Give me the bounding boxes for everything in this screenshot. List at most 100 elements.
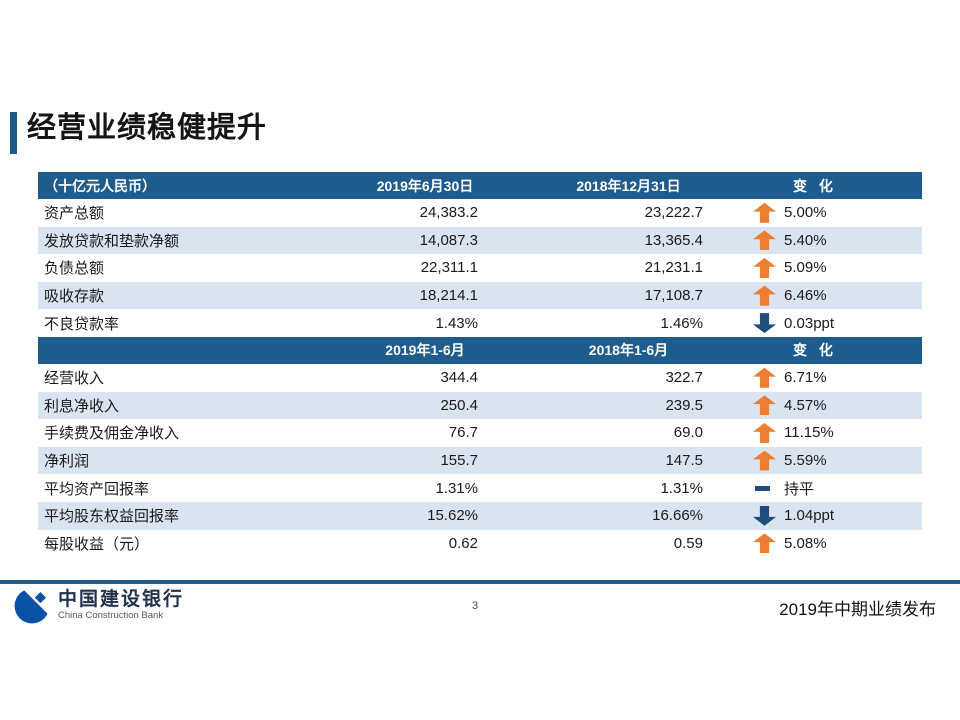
change-value: 5.40% [784,231,827,249]
value-prior-period: 16.66% [652,507,703,525]
page-title: 经营业绩稳健提升 [27,112,268,144]
arrow-up-icon [753,285,776,306]
change-cell: 11.15% [741,422,922,443]
table-row: 净利润 155.7 147.5 5.59% [38,446,922,475]
value-current-period: 76.7 [448,424,478,442]
arrow-up-icon [753,395,776,416]
value-current-period: 0.62 [448,534,478,552]
change-cell: 6.46% [741,285,922,306]
change-cell: 5.09% [741,257,922,278]
value-current-period: 22,311.1 [420,259,478,277]
row-label: 手续费及佣金净收入 [44,425,180,443]
table-row: 利息净收入 250.4 239.5 4.57% [38,391,922,420]
arrow-down-icon [753,313,776,334]
arrow-down-icon [753,505,776,526]
row-label: 资产总额 [44,205,105,223]
value-prior-period: 69.0 [673,424,703,442]
table-row: 经营收入 344.4 322.7 6.71% [38,363,922,392]
value-current-period: 14,087.3 [419,231,478,249]
value-prior-period: 239.5 [665,396,703,414]
table-row: 资产总额 24,383.2 23,222.7 5.00% [38,199,922,227]
value-current-period: 250.4 [440,396,478,414]
income-statement-rows: 经营收入 344.4 322.7 6.71% 利息净收入 250.4 239.5 4.57% 手… [38,363,922,558]
change-icon-slot [753,395,777,416]
change-cell: 5.00% [741,202,922,223]
change-value: 5.08% [784,534,827,552]
value-prior-period: 1.46% [660,314,703,332]
change-cell: 0.03ppt [741,313,922,334]
change-value: 4.57% [784,396,827,414]
header-col-2019-06-30: 2019年6月30日 [376,177,474,194]
value-prior-period: 17,108.7 [644,287,703,305]
change-value: 6.46% [784,287,827,305]
change-value: 6.71% [784,369,827,387]
change-icon-slot [753,313,777,334]
value-prior-period: 0.59 [673,534,703,552]
change-icon-slot [753,450,777,471]
change-icon-slot [753,285,777,306]
row-label: 负债总额 [44,260,105,278]
change-value: 1.04ppt [784,507,835,525]
ccb-logo-icon [14,587,51,624]
header-col-change: 变 化 [793,177,837,194]
change-cell: 5.40% [741,230,922,251]
change-cell: 持平 [741,478,922,499]
change-icon-slot [753,533,777,554]
header-col-2018-h1: 2018年1-6月 [588,342,669,359]
arrow-up-icon [753,202,776,223]
row-label: 发放贷款和垫款净额 [44,232,180,250]
row-label: 每股收益（元） [44,535,150,553]
header-col-2019-h1: 2019年1-6月 [385,342,465,359]
table-row: 负债总额 22,311.1 21,231.1 5.09% [38,254,922,282]
footer-divider [0,580,960,584]
row-label: 不良贷款率 [44,315,120,333]
value-current-period: 15.62% [427,507,478,525]
financial-table: （十亿元人民币） 2019年6月30日 2018年12月31日 变 化 资产总额… [38,172,922,558]
change-icon-slot [753,485,777,491]
change-icon-slot [753,505,777,526]
value-current-period: 1.43% [435,314,478,332]
bank-logo-text: 中国建设银行 China Construction Bank [58,590,184,621]
bank-name-en: China Construction Bank [58,610,164,622]
row-label: 经营收入 [44,370,105,388]
table-row: 吸收存款 18,214.1 17,108.7 6.46% [38,281,922,310]
change-value: 5.59% [784,452,827,470]
table-row: 平均股东权益回报率 15.62% 16.66% 1.04ppt [38,501,922,530]
value-prior-period: 21,231.1 [644,259,703,277]
table-header-balance-sheet: （十亿元人民币） 2019年6月30日 2018年12月31日 变 化 [38,172,922,199]
arrow-up-icon [753,450,776,471]
footer-caption: 2019年中期业绩发布 [779,600,936,619]
row-label: 净利润 [44,453,90,471]
value-current-period: 344.4 [440,369,478,387]
change-icon-slot [753,257,777,278]
row-label: 利息净收入 [44,397,120,415]
value-prior-period: 322.7 [665,369,703,387]
table-row: 每股收益（元） 0.62 0.59 5.08% [38,529,922,558]
arrow-up-icon [753,533,776,554]
change-cell: 5.59% [741,450,922,471]
value-current-period: 18,214.1 [419,287,478,305]
value-current-period: 1.31% [435,479,478,497]
table-row: 手续费及佣金净收入 76.7 69.0 11.15% [38,419,922,447]
change-icon-slot [753,422,777,443]
table-row: 不良贷款率 1.43% 1.46% 0.03ppt [38,309,922,337]
table-header-income-statement: 2019年1-6月 2018年1-6月 变 化 [38,336,922,364]
change-cell: 5.08% [741,533,922,554]
change-icon-slot [753,367,777,388]
row-label: 平均资产回报率 [44,480,150,498]
arrow-up-icon [753,257,776,278]
row-label: 吸收存款 [44,288,105,306]
bank-name-cn: 中国建设银行 [58,589,185,611]
arrow-up-icon [753,230,776,251]
change-cell: 6.71% [741,367,922,388]
value-current-period: 24,383.2 [419,204,478,222]
title-accent-bar [10,112,17,154]
change-value: 持平 [784,480,815,498]
change-value: 0.03ppt [784,314,835,332]
page-number: 3 [472,600,479,612]
value-prior-period: 147.5 [665,452,703,470]
value-prior-period: 1.31% [660,479,703,497]
row-label: 平均股东权益回报率 [44,508,180,526]
header-col-2018-12-31: 2018年12月31日 [576,177,681,194]
